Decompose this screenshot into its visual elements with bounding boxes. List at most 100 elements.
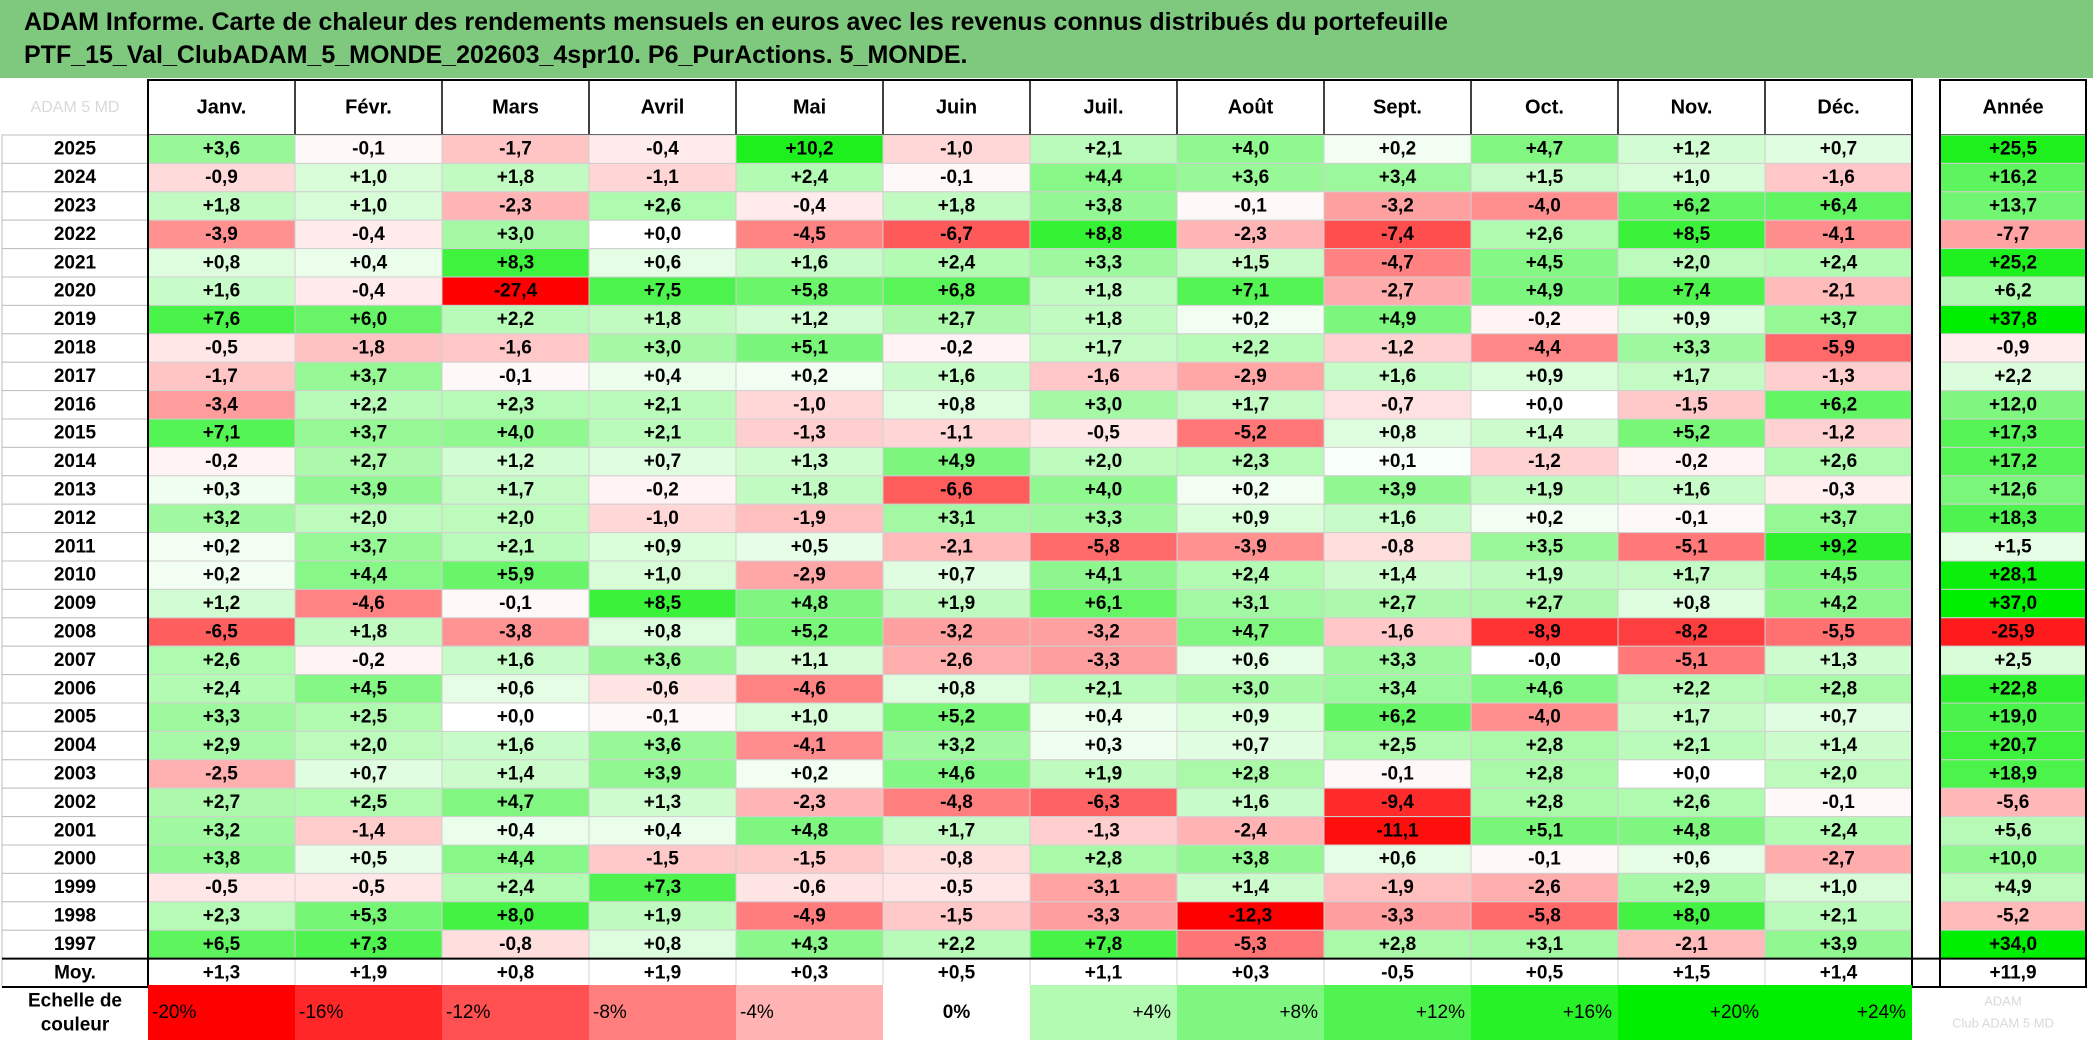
- cell-value: -2,3: [793, 792, 826, 813]
- year-label: 2010: [54, 565, 96, 586]
- heatmap-cell: [1470, 759, 1619, 789]
- cell-value: +0,2: [1232, 480, 1270, 501]
- heatmap-cell: [147, 560, 296, 590]
- year-label: 2005: [54, 707, 97, 728]
- heatmap-cell: [588, 304, 737, 335]
- heatmap-cell: [1176, 333, 1325, 363]
- cell-value: -1,5: [646, 849, 679, 870]
- heatmap-cell: [147, 730, 296, 761]
- heatmap-cell: [1617, 390, 1766, 420]
- cell-value: +3,3: [1085, 252, 1123, 273]
- cell-value: +3,6: [203, 139, 241, 160]
- heatmap-cell: [1029, 304, 1178, 335]
- column-header: Févr.: [345, 97, 392, 119]
- heatmap-cell: [588, 390, 737, 420]
- heatmap-cell: [882, 503, 1031, 534]
- heatmap-cell: [882, 872, 1031, 903]
- cell-value: +1,9: [1526, 480, 1564, 501]
- heatmap-cell: [1470, 844, 1619, 874]
- column-header: Nov.: [1671, 97, 1713, 119]
- year-label: 1997: [54, 934, 96, 955]
- year-total-value: +22,8: [1989, 678, 2037, 699]
- cell-value: -2,1: [1675, 934, 1708, 955]
- cell-value: +0,3: [1085, 735, 1123, 756]
- heatmap-cell: [294, 333, 443, 363]
- heatmap-cell: [588, 617, 737, 647]
- cell-value: +1,8: [791, 480, 829, 501]
- heatmap-cell: [588, 446, 737, 477]
- cell-value: -0,1: [1822, 792, 1855, 813]
- cell-value: -2,7: [1822, 849, 1855, 870]
- heatmap-cell: [1176, 816, 1325, 846]
- title-line-2: PTF_15_Val_ClubADAM_5_MONDE_202603_4spr1…: [24, 41, 968, 69]
- heatmap-cell: [294, 191, 443, 221]
- cell-value: -0,8: [1381, 536, 1414, 557]
- cell-value: +7,8: [1085, 934, 1123, 955]
- average-value: +1,4: [1820, 962, 1858, 983]
- year-total-value: -0,9: [1997, 338, 2030, 359]
- heatmap-cell: [1764, 390, 1913, 420]
- cell-value: +1,8: [350, 622, 388, 643]
- year-total-cell: [1939, 816, 2087, 846]
- scale-step-label: +16%: [1563, 1002, 1612, 1023]
- average-value: +0,3: [1232, 962, 1270, 983]
- cell-value: +2,0: [1673, 252, 1711, 273]
- cell-value: +2,5: [1379, 735, 1417, 756]
- cell-value: +2,6: [1526, 224, 1564, 245]
- cell-value: -0,5: [1087, 423, 1120, 444]
- heatmap-cell: [1617, 787, 1766, 818]
- scale-swatch: [1618, 985, 1765, 1040]
- cell-value: +4,5: [1526, 252, 1564, 273]
- cell-value: +0,9: [1232, 508, 1270, 529]
- cell-value: +5,3: [350, 906, 388, 927]
- year-total-cell: [1939, 844, 2087, 874]
- year-total-value: +13,7: [1989, 196, 2037, 217]
- year-total-value: -7,7: [1997, 224, 2030, 245]
- heatmap-cell: [1029, 844, 1178, 874]
- cell-value: +8,0: [1673, 906, 1711, 927]
- year-label-cell: [1, 816, 149, 846]
- cell-value: +1,1: [791, 650, 829, 671]
- heatmap-cell: [1323, 390, 1472, 420]
- cell-value: +5,9: [497, 565, 535, 586]
- heatmap-cell: [588, 588, 737, 619]
- cell-value: +2,5: [350, 707, 388, 728]
- heatmap-cell: [1470, 361, 1619, 392]
- cell-value: +1,7: [1673, 565, 1711, 586]
- heatmap-cell: [1617, 588, 1766, 619]
- cell-value: +1,7: [1673, 366, 1711, 387]
- cell-value: -4,7: [1381, 252, 1414, 273]
- heatmap-cell: [882, 390, 1031, 420]
- year-label: 2017: [54, 366, 96, 387]
- year-total-cell: [1939, 219, 2087, 250]
- cell-value: +0,0: [1673, 764, 1711, 785]
- cell-value: +1,7: [497, 480, 535, 501]
- cell-value: +6,1: [1085, 593, 1123, 614]
- heatmap-cell: [882, 617, 1031, 647]
- heatmap-cell: [1617, 361, 1766, 392]
- year-total-cell: [1939, 759, 2087, 789]
- cell-value: +3,6: [1232, 167, 1270, 188]
- heatmap-cell: [441, 929, 590, 960]
- heatmap-cell: [882, 588, 1031, 619]
- cell-value: +0,1: [1379, 451, 1417, 472]
- year-total-value: +4,9: [1994, 877, 2032, 898]
- heatmap-cell: [1176, 787, 1325, 818]
- cell-value: +1,6: [938, 366, 976, 387]
- year-total-value: +20,7: [1989, 735, 2037, 756]
- cell-value: +0,2: [203, 565, 241, 586]
- cell-value: +0,2: [1379, 139, 1417, 160]
- cell-value: +10,2: [785, 139, 833, 160]
- cell-value: +3,1: [1232, 593, 1270, 614]
- cell-value: +0,6: [1232, 650, 1270, 671]
- heatmap-cell: [147, 503, 296, 534]
- cell-value: -1,1: [646, 167, 679, 188]
- cell-value: +8,5: [1673, 224, 1711, 245]
- cell-value: +0,7: [1820, 707, 1858, 728]
- cell-value: -0,1: [940, 167, 973, 188]
- cell-value: +0,6: [644, 252, 682, 273]
- heatmap-cell: [294, 276, 443, 306]
- cell-value: -2,3: [1234, 224, 1267, 245]
- cell-value: +1,0: [644, 565, 682, 586]
